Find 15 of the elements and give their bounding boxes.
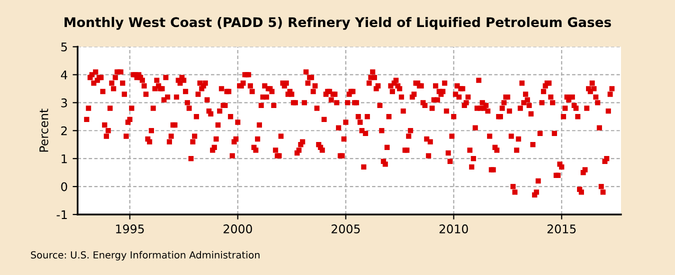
x-tick-label: 2010 bbox=[440, 224, 468, 234]
x-tick-label: 2005 bbox=[332, 224, 360, 234]
y-tick-label: 3 bbox=[61, 98, 67, 108]
y-tick-label: 5 bbox=[61, 42, 67, 52]
y-tick-label: 2 bbox=[61, 126, 67, 136]
y-tick-label: -1 bbox=[56, 210, 67, 219]
x-tick-label: 1995 bbox=[116, 224, 144, 234]
y-tick-label: 1 bbox=[62, 154, 67, 164]
y-axis-title: Percent bbox=[40, 108, 48, 152]
x-tick-label: 2000 bbox=[224, 224, 252, 234]
chart-title: Monthly West Coast (PADD 5) Refinery Yield of Liquified Petroleum Gases bbox=[64, 16, 611, 30]
y-tick-label: 4 bbox=[60, 70, 68, 80]
x-tick-label: 2015 bbox=[547, 224, 576, 234]
y-tick-label: 0 bbox=[61, 182, 68, 192]
source-note: Source: U.S. Energy Information Administration bbox=[31, 251, 260, 260]
